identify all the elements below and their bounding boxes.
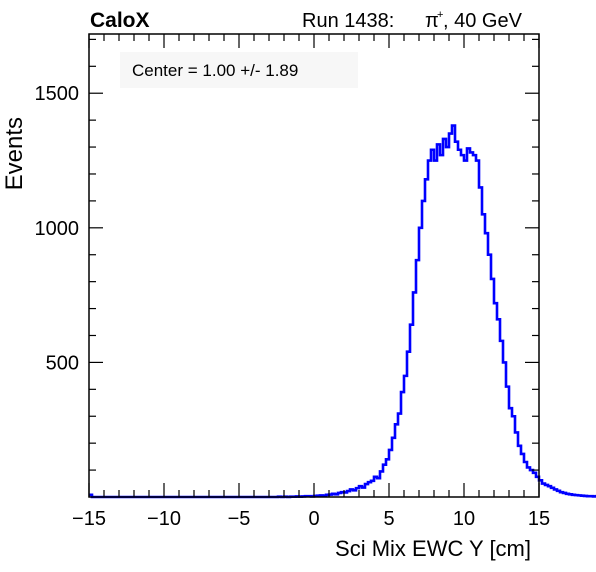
x-tick-label: 0 — [308, 508, 319, 530]
particle-charge: + — [437, 9, 443, 21]
run-label: Run 1438: — [302, 10, 394, 32]
y-tick-label: 1500 — [35, 83, 80, 105]
y-tick-label: 500 — [46, 352, 79, 374]
beam-energy-label: , 40 GeV — [443, 10, 523, 32]
x-tick-label: −5 — [228, 508, 251, 530]
center-annotation: Center = 1.00 +/- 1.89 — [132, 61, 298, 80]
experiment-label: CaloX — [90, 9, 150, 32]
x-tick-label: −10 — [147, 508, 181, 530]
x-tick-label: 5 — [383, 508, 394, 530]
y-axis-label: Events — [1, 117, 28, 190]
x-tick-label: 10 — [453, 508, 475, 530]
annotation-box — [120, 52, 358, 88]
x-axis-label: Sci Mix EWC Y [cm] — [335, 536, 531, 561]
particle-label: π — [425, 10, 439, 32]
x-axis-ticks — [88, 34, 540, 497]
histogram-trace — [89, 124, 596, 499]
x-axis-tick-labels: −15 −10 −5 0 5 10 15 — [72, 508, 550, 530]
x-tick-label: −15 — [72, 508, 106, 530]
plot-frame — [88, 33, 540, 498]
y-axis-ticks — [89, 38, 539, 471]
y-axis-tick-labels: 500 1000 1500 — [35, 83, 80, 374]
x-tick-label: 15 — [528, 508, 550, 530]
y-tick-label: 1000 — [35, 218, 80, 240]
